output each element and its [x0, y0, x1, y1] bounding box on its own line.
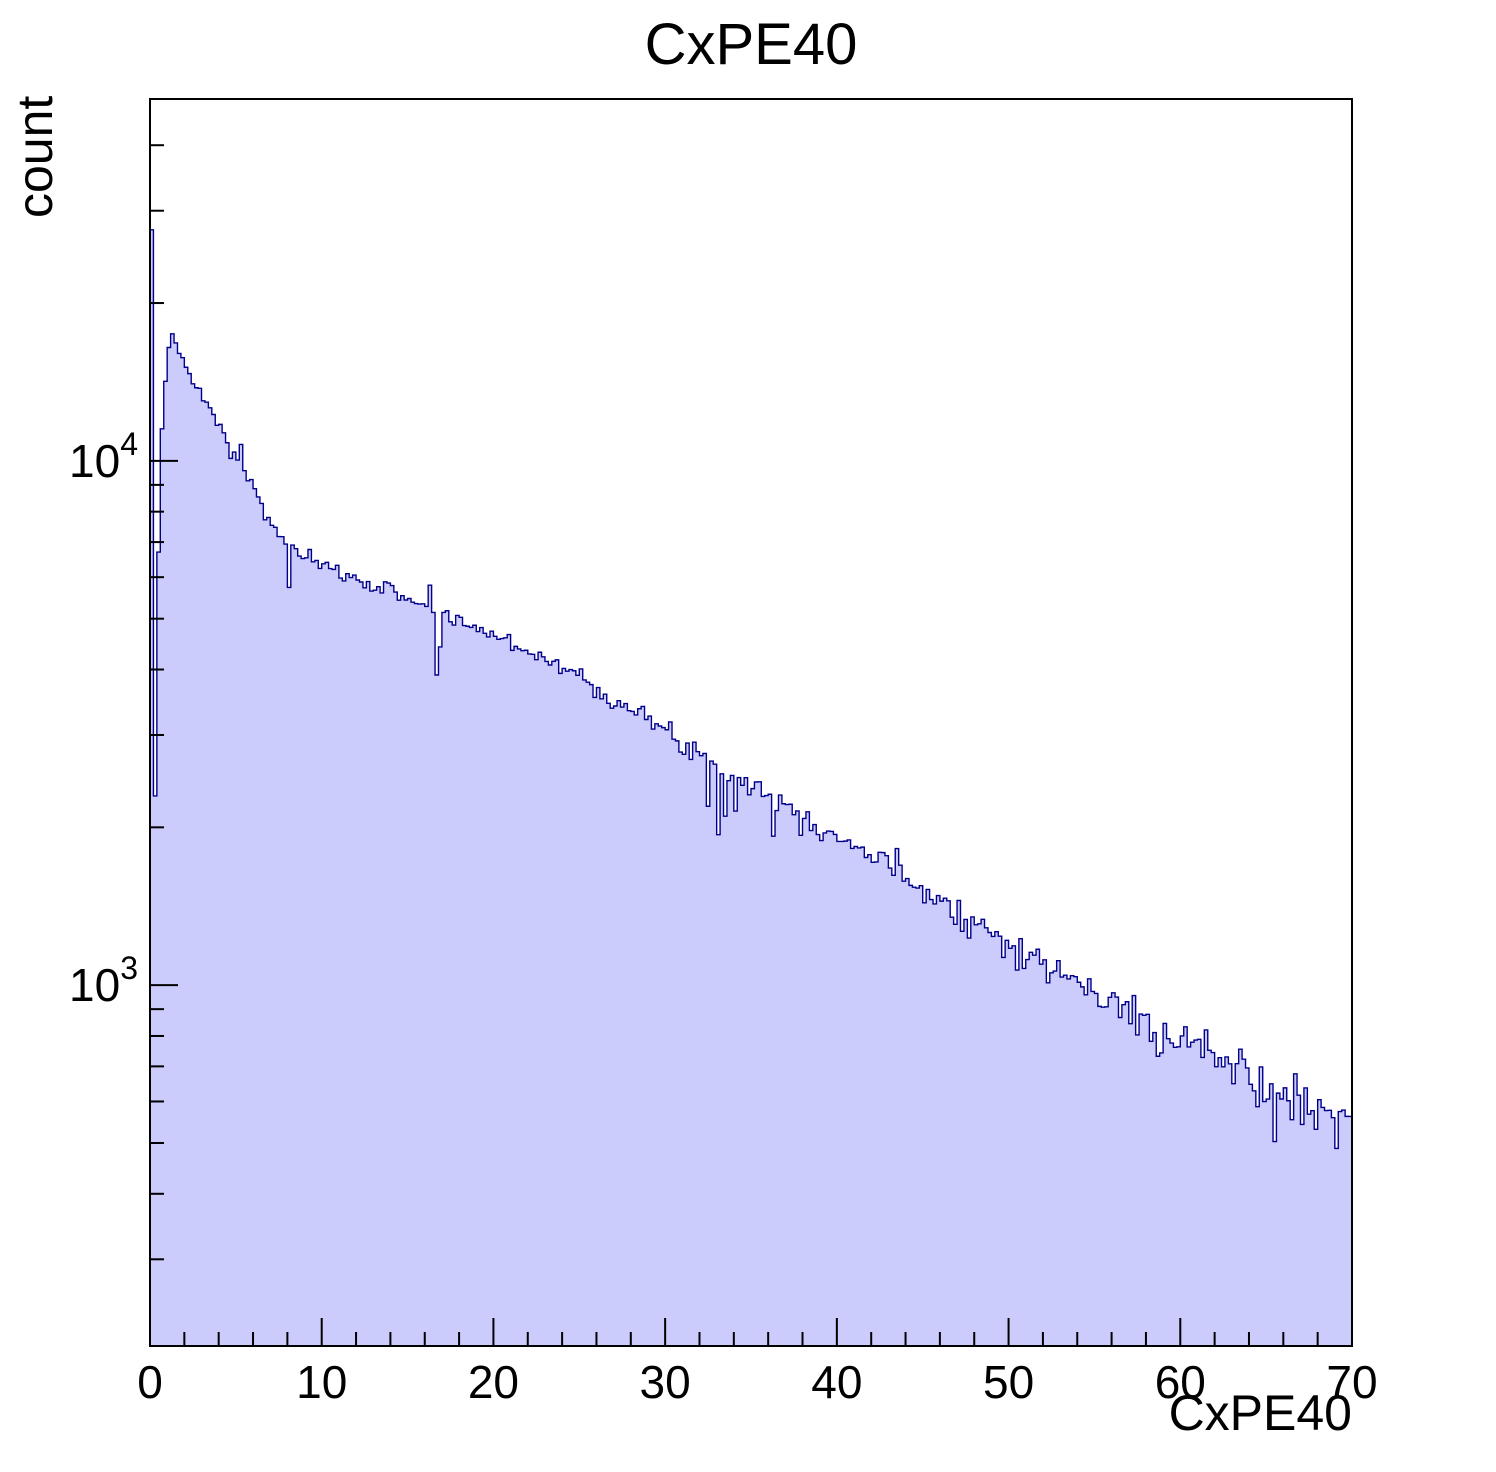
x-tick-label: 40: [811, 1356, 862, 1408]
x-tick-label: 70: [1326, 1356, 1377, 1408]
y-tick-label: 104: [69, 426, 138, 487]
x-tick-label: 0: [137, 1356, 163, 1408]
y-axis-label: count: [7, 96, 63, 218]
x-tick-label: 20: [468, 1356, 519, 1408]
x-tick-label: 10: [296, 1356, 347, 1408]
histogram-area: [149, 229, 1353, 1347]
x-axis-label: CxPE40: [1169, 1385, 1352, 1441]
histogram-series: [149, 229, 1353, 1347]
frame-rect: [149, 98, 1353, 1347]
x-tick-label: 30: [640, 1356, 691, 1408]
y-tick-label: 103: [69, 950, 138, 1011]
plot-frame: [149, 98, 1353, 1347]
axis-tick-labels: 0 10 20 30 40 50 60 70 103 104: [69, 426, 1378, 1408]
x-tick-label: 60: [1155, 1356, 1206, 1408]
chart-title: CxPE40: [645, 12, 858, 77]
axis-ticks: [149, 144, 1353, 1346]
x-tick-label: 50: [983, 1356, 1034, 1408]
